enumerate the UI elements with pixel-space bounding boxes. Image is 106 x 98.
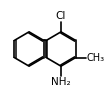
Text: Cl: Cl <box>56 11 66 21</box>
Text: NH₂: NH₂ <box>51 77 71 87</box>
Text: CH₃: CH₃ <box>86 53 104 63</box>
